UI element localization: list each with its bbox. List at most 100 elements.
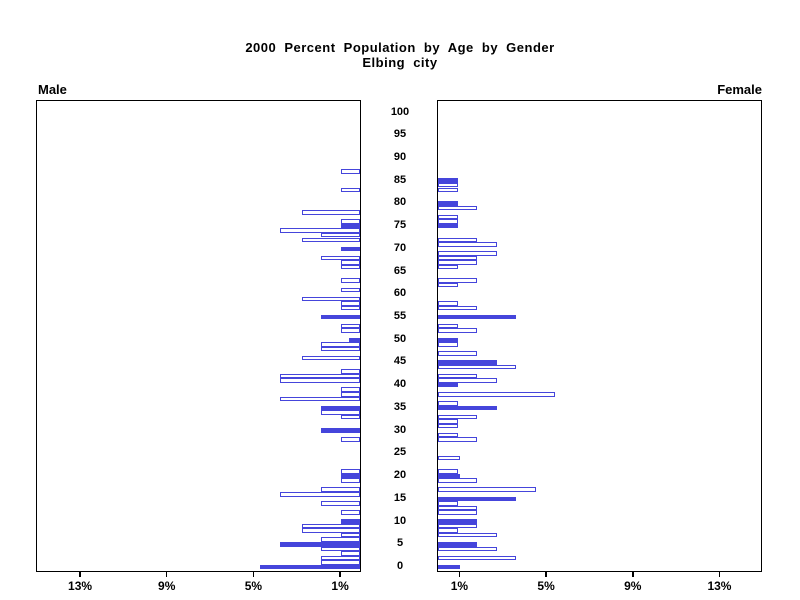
percent-tick xyxy=(79,572,81,577)
male-age-bar xyxy=(321,555,360,561)
age-tick-label: 100 xyxy=(390,105,410,118)
age-tick-label: 25 xyxy=(393,446,407,459)
percent-tick-label: 9% xyxy=(158,579,176,593)
female-age-bar xyxy=(438,373,477,379)
male-age-bar xyxy=(301,237,360,242)
age-tick-label: 90 xyxy=(393,150,407,163)
female-age-bar xyxy=(438,510,477,515)
female-age-bar xyxy=(438,478,477,483)
female-age-bar xyxy=(438,219,458,224)
female-age-bar xyxy=(438,323,458,329)
male-age-bar xyxy=(301,210,360,215)
female-age-bar xyxy=(438,242,497,247)
age-tick-label: 70 xyxy=(393,241,407,254)
female-age-bar xyxy=(438,237,477,242)
male-age-bar xyxy=(279,492,360,497)
female-age-bar xyxy=(438,314,516,320)
female-age-bar xyxy=(438,351,477,356)
female-age-bar xyxy=(438,528,458,533)
female-age-bar xyxy=(438,301,458,306)
age-tick-label: 10 xyxy=(393,514,407,527)
female-age-bar xyxy=(438,282,458,288)
female-age-bar xyxy=(438,564,460,570)
male-age-bar xyxy=(321,501,360,506)
male-age-bar xyxy=(321,314,360,320)
percent-tick-label: 1% xyxy=(331,579,349,593)
female-age-bar xyxy=(438,487,536,492)
female-age-bar xyxy=(438,205,477,211)
age-tick-label: 55 xyxy=(393,310,407,323)
female-age-bar xyxy=(438,423,458,429)
female-age-bar xyxy=(438,473,460,479)
male-age-bar xyxy=(340,387,360,392)
female-age-bar xyxy=(438,392,556,397)
male-age-bar xyxy=(340,532,360,538)
age-tick-label: 5 xyxy=(396,537,404,550)
female-age-bar xyxy=(438,532,497,538)
female-panel-label: Female xyxy=(717,82,762,97)
male-age-bar xyxy=(340,278,360,283)
chart-title: 2000 Percent Population by Age by Gender xyxy=(245,40,555,55)
male-age-bar xyxy=(321,537,360,542)
percent-tick-label: 5% xyxy=(244,579,263,593)
male-age-bar xyxy=(340,323,360,329)
female-age-bar xyxy=(438,328,477,333)
male-age-bar xyxy=(340,551,360,556)
female-age-bar xyxy=(438,223,458,229)
female-age-bar xyxy=(438,187,458,192)
male-age-bar xyxy=(340,473,360,479)
female-age-bar xyxy=(438,414,477,420)
age-tick-label: 60 xyxy=(393,287,407,300)
female-age-bar xyxy=(438,555,516,561)
female-age-bar xyxy=(438,255,477,261)
percent-tick xyxy=(339,572,341,577)
age-tick-label: 35 xyxy=(393,400,407,413)
female-age-bar xyxy=(438,401,458,406)
male-age-bar xyxy=(340,510,360,515)
male-pyramid-panel xyxy=(36,100,361,572)
male-age-bar xyxy=(340,169,360,174)
percent-tick xyxy=(165,572,168,577)
female-age-bar xyxy=(438,364,516,370)
female-age-bar xyxy=(438,264,458,270)
female-age-bar xyxy=(438,432,458,438)
male-age-bar xyxy=(321,560,360,565)
percent-tick-label: 13% xyxy=(707,579,732,593)
female-age-bar xyxy=(438,437,477,442)
male-age-bar xyxy=(340,301,360,306)
male-age-bar xyxy=(340,260,360,265)
male-age-bar xyxy=(340,437,360,442)
male-age-bar xyxy=(340,392,360,397)
male-age-bar xyxy=(321,487,360,492)
male-age-bar xyxy=(321,405,360,411)
male-age-bar xyxy=(301,523,360,529)
female-age-bar xyxy=(438,360,497,365)
female-age-bar xyxy=(438,382,458,388)
female-age-bar xyxy=(438,455,460,461)
male-age-bar xyxy=(301,296,360,302)
female-age-bar xyxy=(438,505,477,511)
male-age-bar xyxy=(321,342,360,347)
male-age-bar xyxy=(279,542,360,547)
age-tick-label: 85 xyxy=(393,173,407,186)
female-age-bar xyxy=(438,201,458,206)
female-age-bar xyxy=(438,214,458,220)
female-age-bar xyxy=(438,342,458,347)
male-age-bar xyxy=(279,373,360,379)
age-tick-label: 80 xyxy=(393,196,407,209)
male-age-bar xyxy=(340,219,360,224)
age-tick-label: 45 xyxy=(393,355,407,368)
female-pyramid-panel xyxy=(437,100,762,572)
male-age-bar xyxy=(260,564,360,570)
male-age-bar xyxy=(321,346,360,352)
male-age-bar xyxy=(279,378,360,383)
percent-tick xyxy=(545,572,547,577)
age-tick-label: 0 xyxy=(396,560,404,572)
percent-tick-label: 13% xyxy=(68,579,93,593)
male-age-bar xyxy=(340,469,360,474)
age-tick-label: 15 xyxy=(393,491,407,504)
female-age-bar xyxy=(438,378,497,383)
percent-tick xyxy=(252,572,255,577)
age-tick-label: 95 xyxy=(393,128,407,141)
